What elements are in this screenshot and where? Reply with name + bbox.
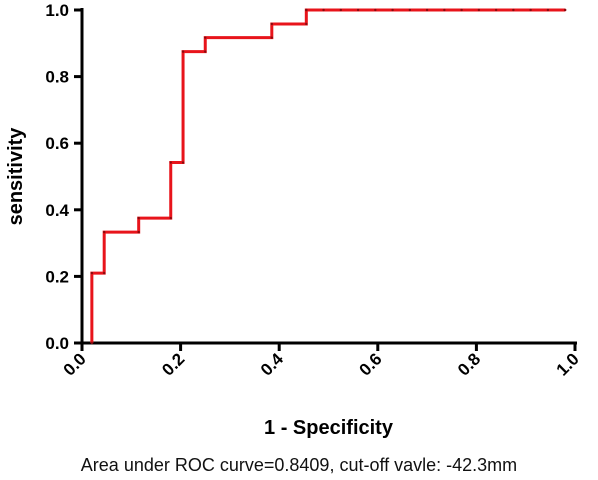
x-axis-title: 1 - Specificity bbox=[264, 417, 394, 439]
y-tick-label: 0.6 bbox=[45, 134, 69, 153]
y-axis-title: sensitivity bbox=[5, 127, 27, 226]
roc-point bbox=[374, 8, 377, 12]
roc-point bbox=[477, 8, 481, 12]
x-tick-label: 0.4 bbox=[257, 349, 288, 380]
roc-point bbox=[270, 22, 274, 26]
roc-point bbox=[529, 8, 532, 12]
roc-point bbox=[90, 271, 94, 275]
roc-point bbox=[181, 50, 185, 53]
roc-point bbox=[137, 230, 140, 234]
roc-point bbox=[102, 271, 106, 275]
y-tick-label: 0.8 bbox=[45, 68, 69, 87]
roc-point bbox=[512, 8, 515, 12]
x-tick-label: 0.6 bbox=[355, 349, 385, 379]
roc-curve-line bbox=[90, 8, 566, 343]
x-tick-label: 0.8 bbox=[454, 349, 484, 379]
y-tick-label: 0.2 bbox=[45, 267, 69, 286]
y-axis-ticks: 0.0 0.2 0.4 0.6 0.8 1.0 bbox=[45, 1, 82, 353]
chart-caption: Area under ROC curve=0.8409, cut-off vav… bbox=[81, 455, 517, 475]
y-tick-label: 1.0 bbox=[45, 1, 69, 20]
roc-point bbox=[494, 8, 498, 12]
roc-point bbox=[460, 8, 463, 12]
roc-point bbox=[546, 8, 550, 12]
roc-point bbox=[425, 8, 429, 12]
chart-axes bbox=[80, 8, 577, 345]
roc-point bbox=[204, 36, 207, 39]
roc-point bbox=[169, 161, 172, 164]
roc-point bbox=[443, 8, 446, 12]
roc-point bbox=[408, 8, 412, 12]
roc-point bbox=[391, 8, 394, 12]
roc-point bbox=[270, 36, 274, 39]
roc-point bbox=[305, 22, 308, 26]
roc-point bbox=[90, 341, 94, 345]
roc-point bbox=[322, 8, 325, 12]
roc-point bbox=[137, 216, 140, 220]
y-tick-label: 0.4 bbox=[45, 201, 69, 220]
roc-point bbox=[169, 216, 172, 220]
roc-point bbox=[356, 8, 360, 12]
roc-point bbox=[305, 8, 308, 12]
y-tick-label: 0.0 bbox=[45, 334, 69, 353]
roc-point bbox=[204, 50, 207, 53]
x-tick-label: 0.0 bbox=[60, 349, 90, 379]
roc-point bbox=[181, 161, 185, 164]
x-tick-label: 0.2 bbox=[158, 349, 188, 379]
roc-point bbox=[339, 8, 343, 12]
x-axis-ticks: 0.0 0.2 0.4 0.6 0.8 1.0 bbox=[60, 343, 583, 380]
roc-point bbox=[563, 8, 567, 12]
roc-point bbox=[102, 230, 106, 234]
roc-series bbox=[90, 8, 567, 345]
x-tick-label: 1.0 bbox=[553, 349, 583, 379]
